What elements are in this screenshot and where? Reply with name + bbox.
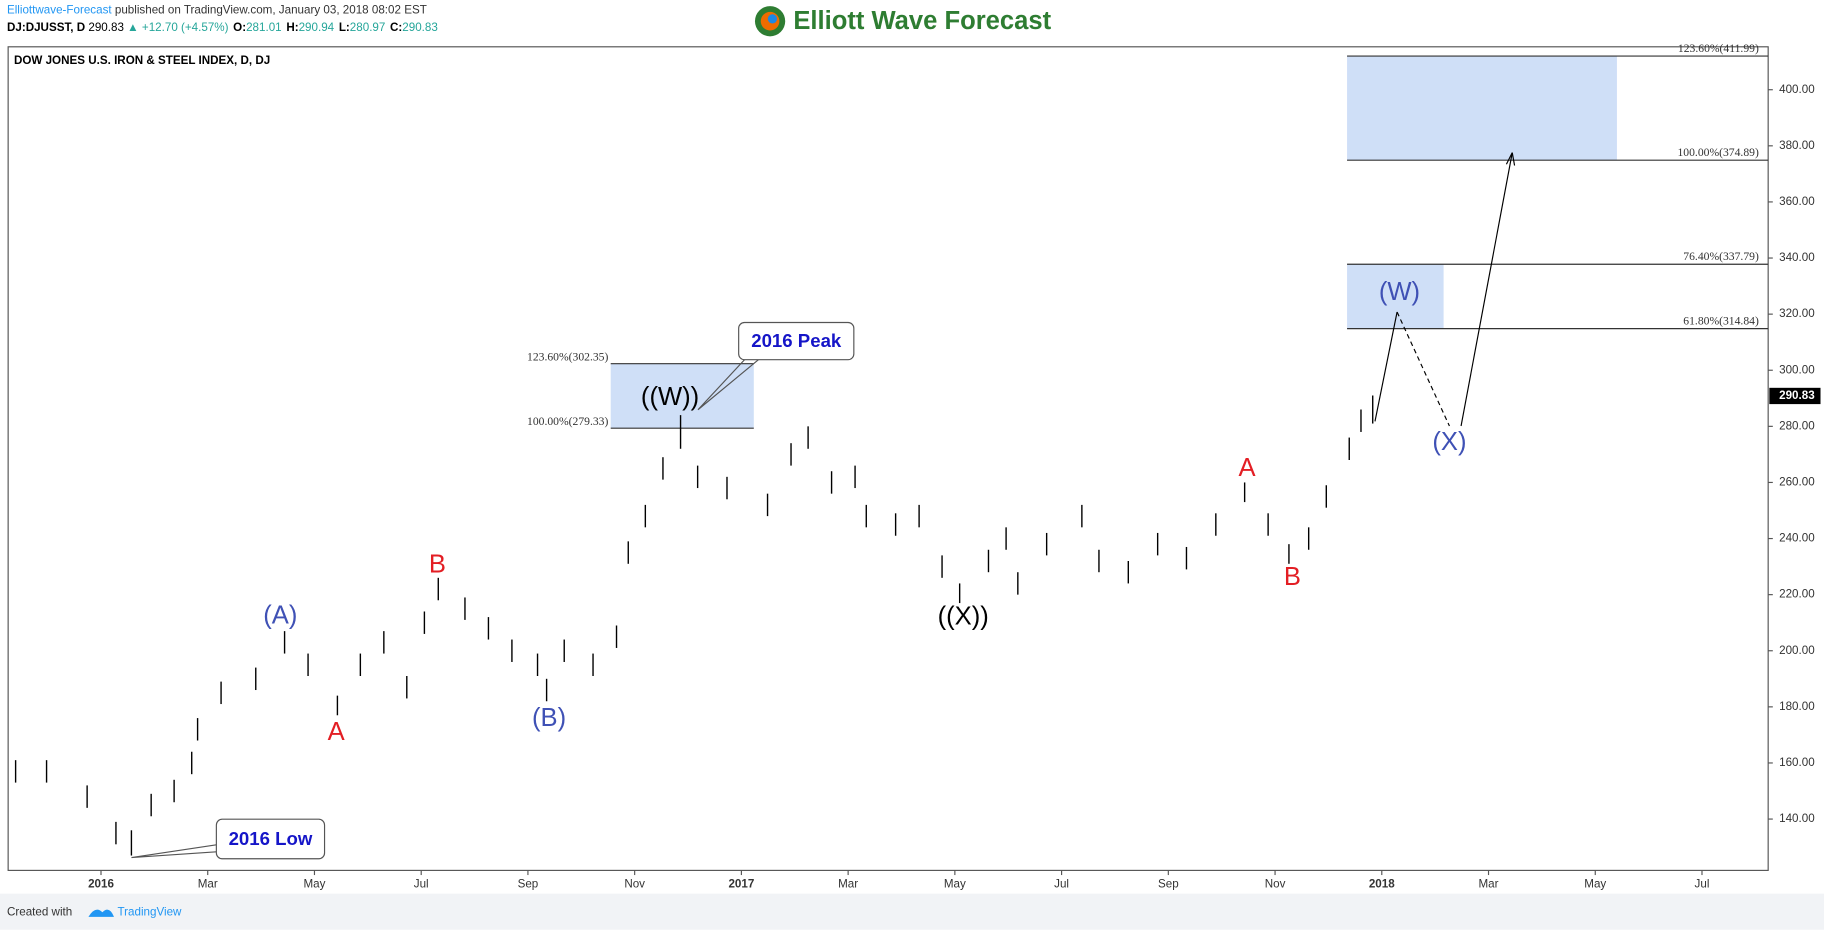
x-tick-label: Nov [624,877,645,890]
fib-label: 100.00%(279.33) [527,415,608,428]
y-tick-label: 340.00 [1779,251,1815,264]
ohlc: O:281.01 H:290.94 L:280.97 C:290.83 [233,21,438,34]
y-tick-label: 360.00 [1779,195,1815,208]
header-line-2: DJ:DJUSST, D 290.83 ▲ +12.70 (+4.57%) O:2… [7,21,438,34]
projection-dashed [1396,311,1450,427]
fib-label: 100.00%(374.89) [1677,146,1758,159]
callout-pointer [131,844,217,859]
callout-pointer [697,359,759,411]
symbol: DJ:DJUSST, D [7,21,85,34]
fib-label: 61.80%(314.84) [1683,314,1759,327]
x-tick-label: Mar [198,877,218,890]
projection-line [1374,311,1398,422]
ohlc-label: L: [339,21,350,34]
wave-label: (A) [263,602,297,630]
x-tick-label: Jul [1054,877,1069,890]
x-tick-label: 2017 [728,877,754,890]
wave-label: ((W)) [641,383,699,411]
y-tick-label: 180.00 [1779,700,1815,713]
x-tick-label: May [303,877,325,890]
footer-brand: TradingView [117,905,182,918]
logo-text: Elliott Wave Forecast [793,7,1051,35]
x-tick-label: Jul [1695,877,1710,890]
ohlc-value: 281.01 [246,21,282,34]
wave-label: B [429,550,446,578]
logo: Elliott Wave Forecast [754,6,1052,37]
wave-label: ((X)) [938,603,989,631]
ohlc-label: H: [286,21,298,34]
wave-label: (B) [532,704,566,732]
ohlc-value: 290.83 [402,21,438,34]
x-tick-label: Jul [414,877,429,890]
callout-box [738,321,855,361]
y-tick-label: 400.00 [1779,83,1815,96]
ohlc-value: 280.97 [350,21,386,34]
author: Elliottwave-Forecast [7,4,112,17]
plot-frame [7,46,1769,871]
x-tick-label: May [944,877,966,890]
y-tick-label: 320.00 [1779,307,1815,320]
fib-box [610,363,754,429]
chart-layer: 140.00 160.00 180.00 200.00 220.00 240.00 260.… [14,42,1821,890]
wave-label: A [328,718,346,746]
ohlc-label: C: [390,21,402,34]
projection-arrow [1460,152,1513,427]
fib-label: 123.60%(302.35) [527,351,608,364]
callout-box [215,818,326,860]
chart-title: DOW JONES U.S. IRON & STEEL INDEX, D, DJ [14,54,270,67]
ohlc-label: O: [233,21,246,34]
wave-label: A [1238,454,1256,482]
footer-icon [88,909,114,917]
callout-text: 2016 Low [229,828,313,849]
arrow-head [1505,152,1516,166]
price: 290.83 [88,21,124,34]
wave-label: B [1284,563,1301,591]
y-tick-label: 240.00 [1779,532,1815,545]
x-tick-label: 2016 [88,877,114,890]
fib-label: 123.60%(411.99) [1678,42,1759,55]
y-tick-label: 260.00 [1779,476,1815,489]
y-tick-label: 200.00 [1779,644,1815,657]
fib-box [1347,56,1617,161]
wave-label: (X) [1432,428,1466,456]
wave-label: (W) [1379,278,1420,306]
x-tick-label: 2018 [1369,877,1395,890]
x-tick-label: May [1584,877,1606,890]
x-tick-label: Mar [838,877,858,890]
y-tick-label: 160.00 [1779,756,1815,769]
x-tick-label: Sep [1158,877,1179,890]
y-tick-label: 220.00 [1779,588,1815,601]
fib-label: 76.40%(337.79) [1683,250,1759,263]
y-tick-label: 300.00 [1779,363,1815,376]
x-tick-label: Mar [1479,877,1499,890]
x-tick-label: Nov [1265,877,1286,890]
footer-bar [0,893,1824,930]
logo-icon-core [767,14,778,24]
y-tick-label: 380.00 [1779,139,1815,152]
y-tick-label: 140.00 [1779,812,1815,825]
footer-created: Created with [7,905,72,918]
change: ▲ +12.70 (+4.57%) [127,21,228,34]
ohlc-value: 290.94 [299,21,335,34]
callout-text: 2016 Peak [751,330,842,351]
last-price-label: 290.83 [1779,389,1815,402]
x-tick-label: Sep [518,877,539,890]
header-line-1: Elliottwave-Forecast published on Tradin… [7,4,427,17]
last-price-tag [1769,387,1821,405]
published: published on TradingView.com, January 03… [115,4,427,17]
y-tick-label: 280.00 [1779,419,1815,432]
